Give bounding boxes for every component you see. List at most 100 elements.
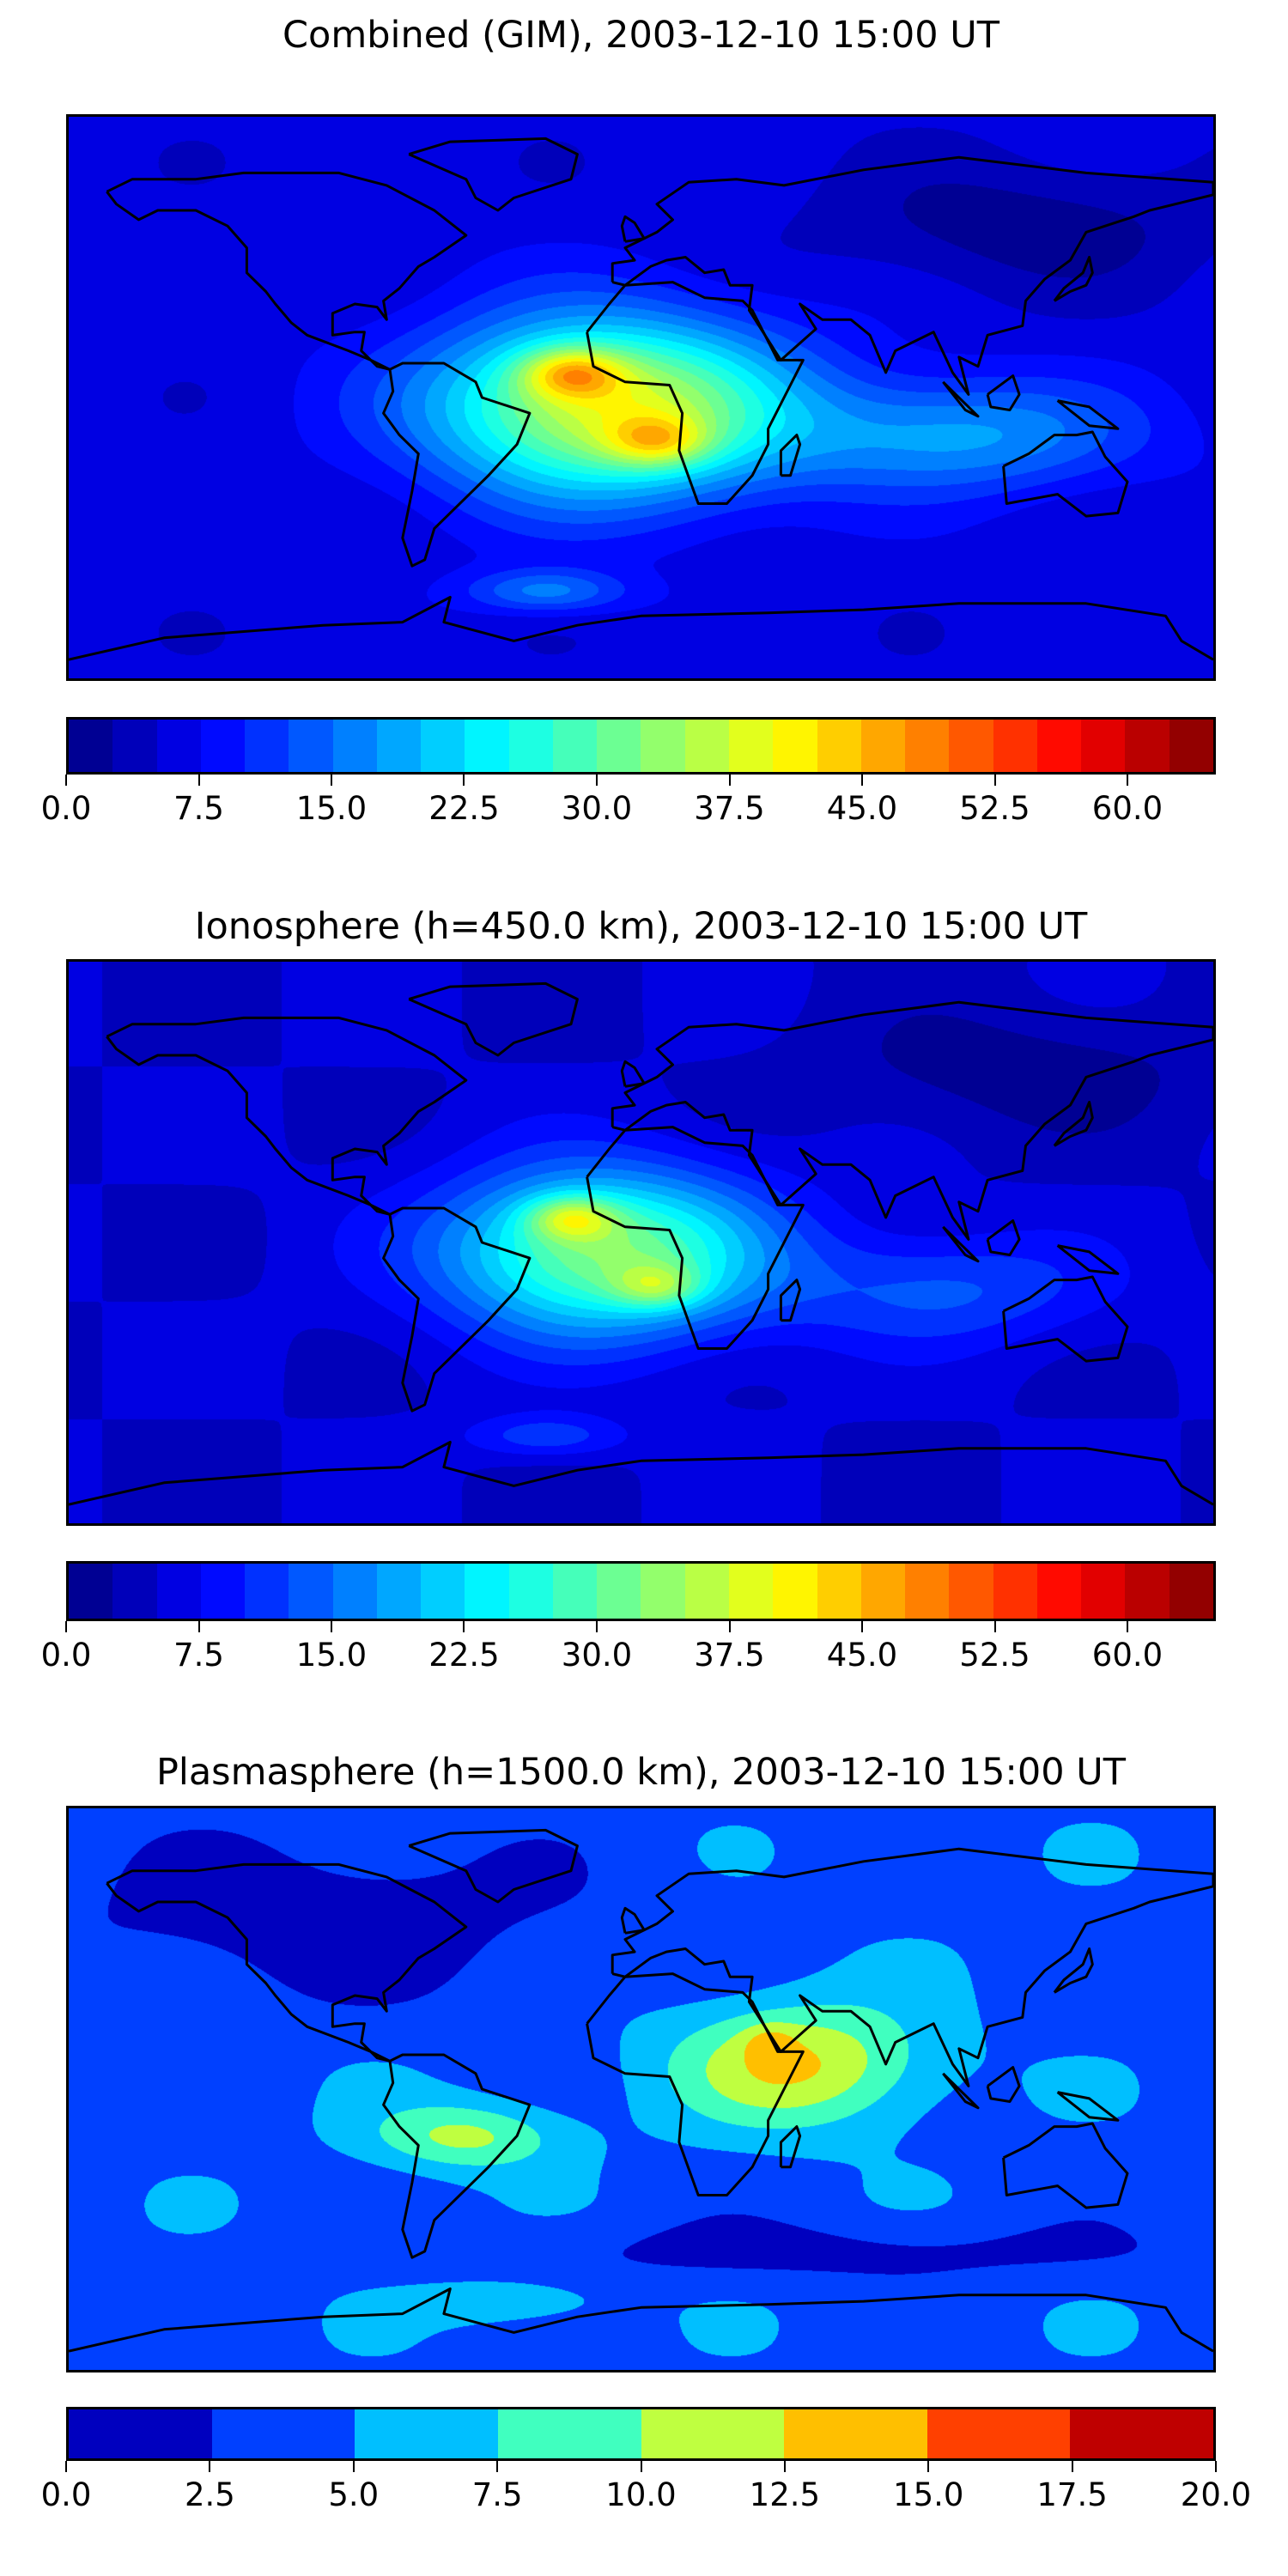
coastline: [620, 215, 646, 243]
coastlines: [69, 137, 1213, 661]
colorbar-tick-mark: [1071, 2461, 1073, 2472]
colorbar-tick-mark: [331, 775, 332, 786]
colorbar-level: [376, 1564, 422, 1619]
colorbar-level: [376, 720, 422, 772]
colorbar-tick-mark: [197, 775, 200, 786]
colorbar-level: [1081, 720, 1126, 772]
coastline: [408, 981, 579, 1057]
colorbar-tick-mark: [65, 775, 67, 786]
colorbar-level: [817, 1564, 861, 1619]
colorbar-tick-mark: [65, 1621, 67, 1632]
map-plot-area: [66, 959, 1216, 1526]
colorbar-tick-mark: [496, 2461, 499, 2472]
coastline: [986, 2066, 1021, 2103]
colorbar-tick-mark: [209, 2461, 211, 2472]
colorbar-tick-label: 22.5: [428, 790, 500, 827]
colorbar-tick-label: 37.5: [694, 1637, 765, 1674]
colorbar-level: [784, 2409, 927, 2458]
colorbar-level: [289, 720, 333, 772]
colorbar-level: [1036, 1564, 1082, 1619]
coastline: [408, 137, 579, 212]
colorbar-tick-label: 2.5: [184, 2476, 235, 2513]
tec-contour-field: [69, 117, 1213, 678]
colorbar-level: [69, 720, 113, 772]
coastline: [69, 2287, 1213, 2353]
colorbar-level: [993, 1564, 1037, 1619]
coastline: [1002, 1275, 1129, 1363]
colorbar-level: [684, 720, 729, 772]
colorbar-tick-label: 15.0: [893, 2476, 964, 2513]
colorbar-level: [465, 1564, 509, 1619]
colorbar-level: [497, 2409, 641, 2458]
colorbar-level: [156, 1564, 201, 1619]
map-plot-area: [66, 1806, 1216, 2372]
coastline: [1056, 1244, 1120, 1275]
colorbar-level: [1169, 1564, 1213, 1619]
colorbar-level: [860, 720, 906, 772]
colorbar-level: [684, 1564, 729, 1619]
colorbar-tick-mark: [993, 1621, 996, 1632]
colorbar-tick-label: 7.5: [173, 790, 224, 827]
colorbar-tick-mark: [463, 775, 465, 786]
colorbar-level: [728, 720, 774, 772]
colorbar-level: [1070, 2409, 1213, 2458]
coastline: [382, 361, 532, 568]
colorbar-tick-mark: [65, 2461, 67, 2472]
colorbar-tick-label: 17.5: [1036, 2476, 1108, 2513]
colorbar-level: [860, 1564, 906, 1619]
colorbar-level: [949, 1564, 993, 1619]
colorbar-tick-mark: [1127, 1621, 1128, 1632]
colorbar-level: [245, 720, 289, 772]
colorbar-level: [211, 2409, 355, 2458]
colorbar-level: [1169, 720, 1213, 772]
colorbar-level: [1125, 1564, 1170, 1619]
colorbar-level: [949, 720, 993, 772]
colorbar-level: [508, 1564, 553, 1619]
colorbar-tick-mark: [783, 2461, 786, 2472]
colorbar-level: [773, 1564, 817, 1619]
coastline: [586, 281, 805, 505]
coastline: [986, 1219, 1021, 1256]
colorbar-tick-label: 12.5: [749, 2476, 821, 2513]
colorbar-ticks: 0.0 2.5 5.0 7.5 10.0 12.5 15.0 17.5 20.0: [41, 2461, 1251, 2513]
chart-title: Plasmasphere (h=1500.0 km), 2003-12-10 1…: [155, 1751, 1127, 1794]
coastline: [1053, 1947, 1094, 1994]
colorbar-tick-label: 5.0: [328, 2476, 380, 2513]
coastline: [1056, 2091, 1120, 2122]
coastline: [382, 2053, 532, 2259]
coastline: [586, 1126, 805, 1350]
colorbar-tick-mark: [993, 775, 996, 786]
colorbar-tick-label: 7.5: [471, 2476, 523, 2513]
colorbar-tick-label: 52.5: [959, 790, 1030, 827]
colorbar-tick-mark: [463, 1621, 465, 1632]
colorbar-tick-label: 7.5: [173, 1637, 224, 1674]
coastline: [586, 1972, 805, 2196]
chart-title: Combined (GIM), 2003-12-10 15:00 UT: [282, 14, 999, 57]
colorbar-level: [927, 2409, 1071, 2458]
coastline: [611, 1847, 1213, 2087]
colorbar-tick-label: 60.0: [1091, 1637, 1163, 1674]
coastline: [620, 1906, 646, 1935]
colorbar-tick-label: 52.5: [959, 1637, 1030, 1674]
colorbar-level: [355, 2409, 498, 2458]
colorbar-ticks: 0.0 7.5 15.0 22.5 30.0 37.5 45.0 52.5 60.0: [41, 775, 1216, 827]
colorbar-level: [552, 1564, 598, 1619]
colorbar-tick-mark: [860, 775, 863, 786]
coastline: [69, 1441, 1213, 1506]
coastline: [611, 1000, 1213, 1241]
tec-contour-field: [69, 962, 1213, 1523]
colorbar-tick-mark: [640, 2461, 642, 2472]
coastline: [1053, 1101, 1094, 1147]
colorbar-level: [421, 720, 465, 772]
colorbar-level: [597, 1564, 641, 1619]
colorbar-tick-mark: [728, 775, 731, 786]
colorbar-tick-mark: [1215, 2461, 1217, 2472]
colorbar-tick-label: 60.0: [1091, 790, 1163, 827]
colorbar-level: [641, 2409, 785, 2458]
coastline: [942, 1225, 980, 1263]
colorbar-tick-label: 10.0: [605, 2476, 677, 2513]
coastline: [611, 155, 1213, 396]
coastline: [106, 1862, 468, 2063]
colorbar: [66, 2407, 1216, 2461]
colorbar-level: [597, 720, 641, 772]
